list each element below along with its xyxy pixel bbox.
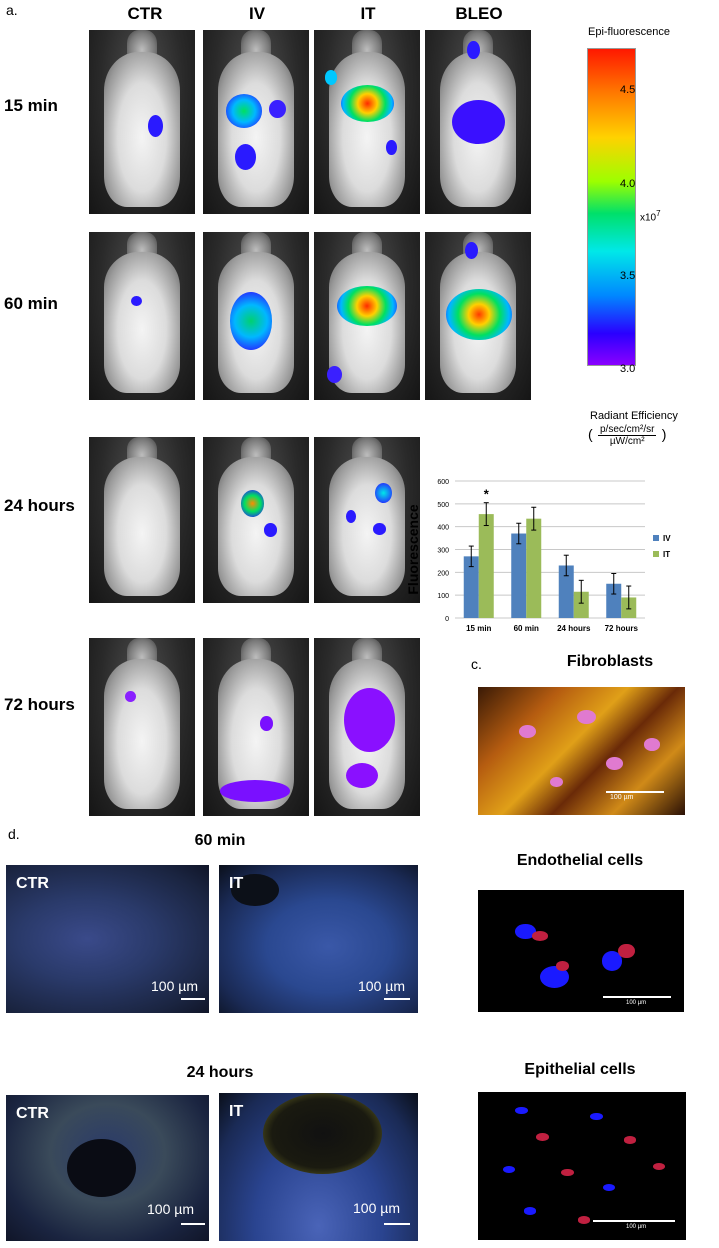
epithelial-title: Epithelial cells [524, 1061, 636, 1078]
bar-iv [511, 533, 527, 618]
legend-label-it: IT [663, 550, 670, 559]
mouse-image-it-60min [314, 232, 420, 400]
bar-it [573, 591, 589, 618]
row-header-72hours: 72 hours [4, 695, 75, 714]
bar-iv [463, 556, 479, 618]
mouse-image-ctr-60min [89, 232, 195, 400]
fibroblasts-scale-label: 100 µm [610, 794, 634, 801]
mouse-image-iv-72hours [203, 638, 309, 816]
tissue-label-it: IT [229, 1103, 244, 1120]
colorbar-tick: 3.5 [620, 270, 636, 282]
y-tick-label: 300 [437, 548, 449, 555]
tissue-label-it: IT [229, 875, 244, 892]
y-tick-label: 400 [437, 525, 449, 532]
colorbar-tick: 4.0 [620, 178, 636, 190]
mouse-image-iv-24hours [203, 437, 309, 603]
significance-star: * [484, 487, 490, 502]
mouse-image-bleo-60min [425, 232, 531, 400]
x-tick-label: 72 hours [605, 624, 639, 633]
column-header-ctr: CTR [127, 4, 163, 23]
tissue-image-it-24hours: IT 100 µm [219, 1093, 418, 1241]
panel-label-d: d. [8, 826, 20, 842]
legend-swatch-iv [653, 535, 659, 541]
panel-label-c: c. [471, 656, 482, 672]
endothelial-image: 100 µm [478, 890, 684, 1012]
legend-swatch-it [653, 551, 659, 557]
mouse-image-iv-15min [203, 30, 309, 214]
legend-label-iv: IV [663, 534, 671, 543]
colorbar-unit: ( p/sec/cm²/sr µW/cm² ) [588, 424, 667, 447]
x-tick-label: 24 hours [557, 624, 591, 633]
mouse-image-it-24hours [314, 437, 420, 603]
y-tick-label: 500 [437, 502, 449, 509]
tissue-image-ctr-24hours: CTR 100 µm [6, 1095, 209, 1241]
mouse-image-iv-60min [203, 232, 309, 400]
tissue-scale-label: 100 µm [147, 1201, 194, 1217]
column-header-it: IT [360, 4, 376, 23]
row-header-15min: 15 min [4, 96, 58, 115]
tissue-scale-label: 100 µm [151, 978, 198, 994]
x-tick-label: 15 min [466, 624, 491, 633]
panel-d-time-60min: 60 min [194, 832, 246, 849]
x-tick-label: 60 min [514, 624, 539, 633]
tissue-image-it-60min: IT 100 µm [219, 865, 418, 1013]
endothelial-scale-label: 100 µm [626, 1000, 647, 1006]
y-tick-label: 600 [437, 479, 449, 486]
fibroblasts-title: Fibroblasts [566, 653, 654, 670]
epithelial-image: 100 µm [478, 1092, 686, 1240]
panel-label-a: a. [6, 2, 18, 18]
tissue-label-ctr: CTR [16, 1105, 49, 1122]
fibroblasts-image: 100 µm [478, 687, 685, 815]
colorbar-title: Epi-fluorescence [588, 26, 670, 38]
tissue-scale-label: 100 µm [358, 978, 405, 994]
column-header-iv: IV [248, 4, 266, 23]
mouse-image-ctr-72hours [89, 638, 195, 816]
y-tick-label: 100 [437, 593, 449, 600]
mouse-image-it-15min [314, 30, 420, 214]
bar-iv [606, 583, 622, 618]
colorbar-multiplier: x107 [640, 209, 661, 224]
column-header-bleo: BLEO [455, 4, 503, 23]
mouse-image-ctr-24hours [89, 437, 195, 603]
tissue-image-ctr-60min: CTR 100 µm [6, 865, 209, 1013]
mouse-image-it-72hours [314, 638, 420, 816]
tissue-scale-label: 100 µm [353, 1200, 400, 1216]
mouse-image-bleo-15min [425, 30, 531, 214]
bar-it [478, 514, 494, 618]
colorbar-tick: 4.5 [620, 84, 636, 96]
y-tick-label: 0 [445, 616, 449, 623]
epithelial-scale-label: 100 µm [626, 1224, 647, 1230]
tissue-label-ctr: CTR [16, 875, 49, 892]
bar-it [526, 518, 542, 618]
panel-d-time-24hours: 24 hours [186, 1064, 254, 1081]
row-header-60min: 60 min [4, 294, 58, 313]
fluorescence-bar-chart: 0 100 200 300 400 500 600 Fluorescence 15 min 60 … [405, 479, 671, 633]
y-tick-label: 200 [437, 570, 449, 577]
endothelial-title: Endothelial cells [516, 852, 644, 869]
y-axis-label: Fluorescence [405, 504, 421, 594]
mouse-image-ctr-15min [89, 30, 195, 214]
row-header-24hours: 24 hours [4, 496, 75, 515]
colorbar-unit-title: Radiant Efficiency [590, 410, 678, 422]
colorbar-tick: 3.0 [620, 363, 636, 375]
bar-iv [558, 565, 574, 618]
colorbar [587, 48, 636, 366]
